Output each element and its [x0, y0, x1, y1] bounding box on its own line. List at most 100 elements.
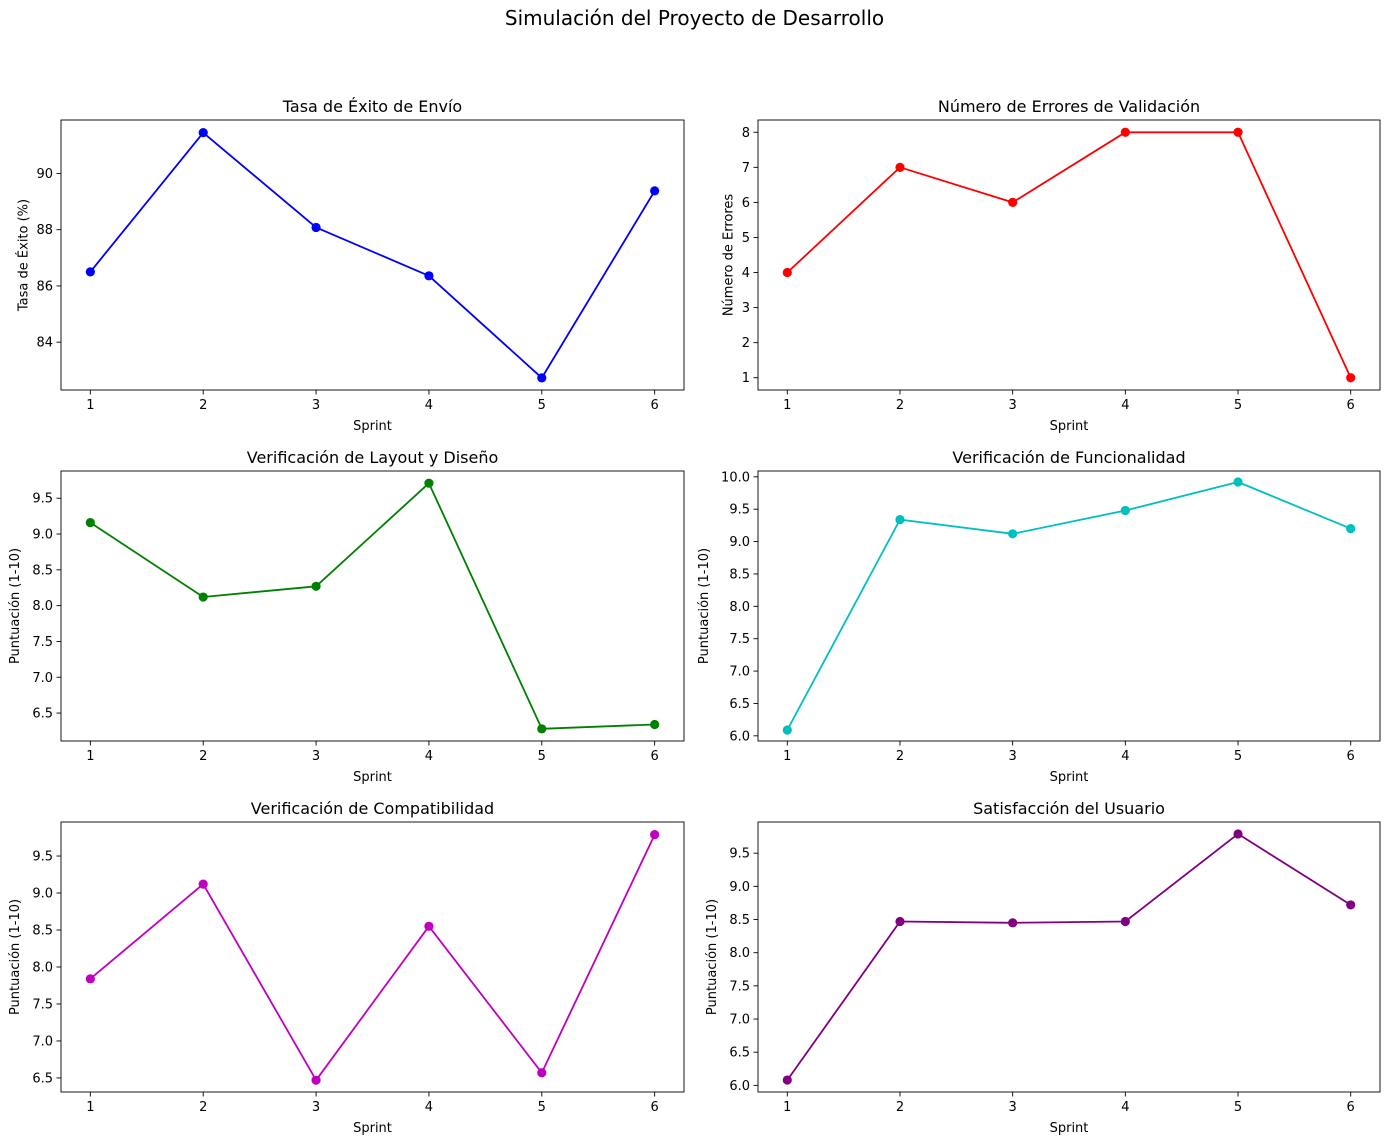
x-tick-label: 1 — [86, 1100, 94, 1115]
x-axis-label: Sprint — [1050, 419, 1089, 434]
x-tick-label: 1 — [783, 749, 791, 764]
x-tick-label: 2 — [199, 398, 207, 413]
y-axis-label: Número de Errores — [722, 194, 737, 317]
y-axis-label: Tasa de Éxito (%) — [15, 199, 31, 312]
x-tick-label: 2 — [199, 749, 207, 764]
x-tick-label: 5 — [538, 749, 546, 764]
y-tick-label: 10.0 — [721, 470, 750, 485]
x-tick-label: 5 — [1234, 398, 1242, 413]
axes-frame — [60, 470, 685, 742]
x-tick-label: 4 — [1121, 1100, 1129, 1115]
x-tick-label: 4 — [425, 1100, 433, 1115]
data-point — [537, 373, 547, 383]
data-point — [1008, 918, 1018, 928]
x-axis-label: Sprint — [353, 770, 392, 785]
data-point — [1346, 373, 1356, 383]
y-tick-label: 7.0 — [32, 671, 53, 686]
chart-panel-1: Tasa de Éxito de Envío 1 2 3 4 5 6 84 86 88 90 Spri… — [15, 97, 685, 434]
data-point — [1233, 477, 1243, 487]
series-line — [89, 131, 656, 379]
y-tick-label: 8.0 — [729, 600, 750, 615]
x-tick-label: 4 — [1121, 749, 1129, 764]
data-point — [895, 916, 905, 927]
series-line — [786, 131, 1352, 379]
x-axis-label: Sprint — [1050, 1121, 1089, 1136]
x-tick-label: 1 — [783, 1100, 791, 1115]
y-tick-label: 7.0 — [729, 665, 750, 680]
data-point — [311, 1075, 321, 1085]
y-tick-label: 7 — [742, 161, 750, 176]
y-tick-label: 6.5 — [729, 1046, 750, 1061]
data-point — [782, 725, 792, 735]
x-tick-label: 3 — [1009, 749, 1017, 764]
chart-panel-2: Número de Errores de Validación 1 2 3 4 5 6 1 2 3… — [722, 97, 1381, 434]
figure-title: Simulación del Proyecto de Desarrollo — [504, 6, 885, 30]
chart-panel-3: Verificación de Layout y Diseño 1 2 3 4 5 6 6.5… — [8, 448, 685, 785]
x-axis-label: Sprint — [1050, 770, 1089, 785]
chart-title: Verificación de Funcionalidad — [952, 448, 1185, 467]
data-point — [537, 724, 547, 734]
y-tick-label: 8.0 — [32, 599, 53, 614]
data-point — [537, 1068, 547, 1078]
chart-panel-4: Verificación de Funcionalidad 1 2 3 4 5 6 6.0 6.… — [697, 448, 1381, 785]
data-point — [424, 271, 434, 281]
x-tick-label: 1 — [783, 398, 791, 413]
y-tick-label: 9.5 — [32, 850, 53, 865]
y-tick-label: 8 — [742, 126, 750, 141]
y-tick-label: 6 — [742, 196, 750, 211]
y-tick-label: 88 — [36, 223, 53, 238]
x-tick-label: 6 — [1347, 749, 1355, 764]
data-point — [198, 128, 208, 138]
data-point — [198, 592, 208, 602]
y-tick-label: 9.0 — [32, 887, 53, 902]
x-tick-label: 6 — [651, 398, 659, 413]
x-tick-label: 4 — [425, 749, 433, 764]
x-tick-label: 3 — [1009, 1100, 1017, 1115]
y-tick-label: 9.0 — [729, 535, 750, 550]
y-tick-label: 9.5 — [729, 847, 750, 862]
x-tick-label: 2 — [896, 398, 904, 413]
series-line — [89, 482, 655, 730]
data-point — [1120, 916, 1130, 927]
y-axis-label: Puntuación (1-10) — [705, 899, 720, 1015]
x-tick-label: 3 — [312, 1100, 320, 1115]
x-tick-label: 1 — [86, 398, 94, 413]
x-tick-label: 6 — [1347, 1100, 1355, 1115]
y-tick-label: 6.0 — [729, 729, 750, 744]
series-line — [89, 834, 656, 1082]
x-tick-label: 3 — [312, 749, 320, 764]
y-tick-label: 2 — [742, 336, 750, 351]
axes-frame — [757, 119, 1381, 391]
data-point — [650, 719, 660, 730]
x-tick-label: 1 — [86, 749, 94, 764]
chart-title: Número de Errores de Validación — [938, 97, 1200, 116]
x-axis-label: Sprint — [353, 419, 392, 434]
y-tick-label: 8.5 — [729, 567, 750, 582]
y-tick-label: 7.5 — [32, 997, 53, 1012]
y-tick-label: 7.5 — [729, 979, 750, 994]
data-point — [424, 921, 434, 931]
data-point — [782, 1075, 792, 1085]
axes-frame — [60, 821, 685, 1093]
x-tick-label: 5 — [1234, 1100, 1242, 1115]
y-tick-label: 84 — [36, 336, 53, 351]
data-point — [1233, 829, 1243, 839]
x-tick-label: 5 — [538, 1100, 546, 1115]
y-axis-label: Puntuación (1-10) — [8, 548, 23, 664]
y-tick-label: 9.0 — [32, 528, 53, 543]
x-tick-label: 4 — [1121, 398, 1129, 413]
data-point — [782, 267, 792, 278]
x-tick-label: 3 — [312, 398, 320, 413]
x-tick-label: 3 — [1009, 398, 1017, 413]
series-line — [786, 481, 1352, 731]
data-point — [311, 581, 321, 591]
data-point — [1008, 529, 1018, 539]
x-tick-label: 6 — [651, 749, 659, 764]
x-tick-label: 2 — [199, 1100, 207, 1115]
chart-title: Satisfacción del Usuario — [973, 799, 1165, 818]
x-tick-label: 6 — [1347, 398, 1355, 413]
data-point — [85, 517, 95, 528]
x-tick-label: 5 — [538, 398, 546, 413]
data-point — [1120, 127, 1130, 137]
